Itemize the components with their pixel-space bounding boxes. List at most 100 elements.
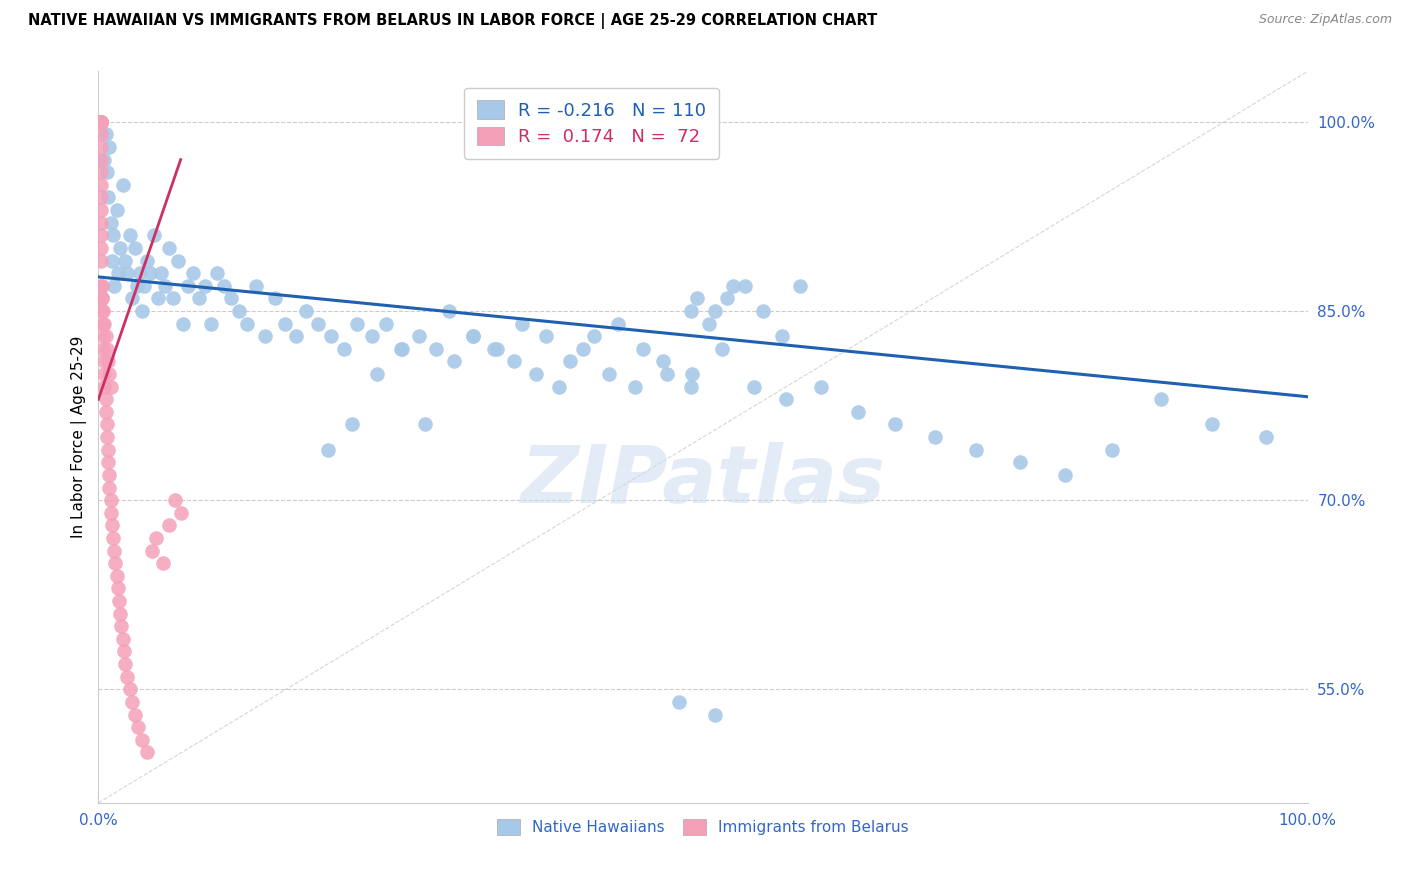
- Point: [105, 203, 128, 218]
- Point: [91, 291, 114, 305]
- Point: [104, 556, 127, 570]
- Point: [1150, 392, 1173, 407]
- Point: [90, 115, 112, 129]
- Point: [111, 178, 134, 192]
- Point: [108, 241, 131, 255]
- Point: [697, 317, 720, 331]
- Point: [131, 304, 153, 318]
- Point: [93, 317, 115, 331]
- Point: [107, 266, 129, 280]
- Point: [264, 291, 287, 305]
- Point: [117, 670, 139, 684]
- Point: [93, 367, 115, 381]
- Point: [96, 165, 118, 179]
- Point: [90, 165, 112, 179]
- Point: [145, 531, 167, 545]
- Point: [443, 354, 465, 368]
- Point: [127, 720, 149, 734]
- Point: [91, 304, 114, 318]
- Point: [655, 367, 678, 381]
- Point: [177, 278, 200, 293]
- Point: [97, 455, 120, 469]
- Point: [97, 354, 120, 368]
- Point: [108, 607, 131, 621]
- Point: [100, 506, 122, 520]
- Point: [90, 115, 112, 129]
- Point: [1256, 430, 1278, 444]
- Point: [93, 354, 115, 368]
- Point: [90, 140, 112, 154]
- Point: [107, 582, 129, 596]
- Point: [391, 342, 413, 356]
- Point: [686, 291, 709, 305]
- Point: [90, 253, 112, 268]
- Point: [100, 379, 122, 393]
- Point: [157, 518, 180, 533]
- Point: [91, 278, 114, 293]
- Point: [534, 329, 557, 343]
- Point: [924, 430, 946, 444]
- Point: [114, 657, 136, 671]
- Point: [100, 493, 122, 508]
- Point: [90, 115, 112, 129]
- Point: [1008, 455, 1031, 469]
- Point: [668, 695, 690, 709]
- Point: [810, 379, 832, 393]
- Point: [118, 682, 141, 697]
- Point: [139, 266, 162, 280]
- Point: [194, 278, 217, 293]
- Point: [101, 531, 124, 545]
- Point: [128, 266, 150, 280]
- Point: [254, 329, 277, 343]
- Point: [93, 153, 115, 167]
- Point: [124, 241, 146, 255]
- Text: Source: ZipAtlas.com: Source: ZipAtlas.com: [1258, 13, 1392, 27]
- Point: [96, 342, 118, 356]
- Legend: Native Hawaiians, Immigrants from Belarus: Native Hawaiians, Immigrants from Belaru…: [489, 812, 917, 843]
- Point: [134, 278, 156, 293]
- Point: [97, 190, 120, 204]
- Point: [524, 367, 547, 381]
- Point: [408, 329, 430, 343]
- Point: [100, 216, 122, 230]
- Point: [169, 506, 191, 520]
- Point: [1053, 467, 1076, 482]
- Point: [101, 228, 124, 243]
- Point: [486, 342, 509, 356]
- Point: [90, 153, 112, 167]
- Point: [127, 278, 149, 293]
- Point: [652, 354, 675, 368]
- Point: [789, 278, 811, 293]
- Point: [131, 732, 153, 747]
- Point: [157, 241, 180, 255]
- Point: [94, 405, 117, 419]
- Point: [319, 329, 342, 343]
- Point: [181, 266, 204, 280]
- Point: [150, 266, 173, 280]
- Point: [607, 317, 630, 331]
- Point: [90, 203, 112, 218]
- Point: [704, 304, 727, 318]
- Point: [90, 241, 112, 255]
- Point: [205, 266, 228, 280]
- Point: [143, 228, 166, 243]
- Point: [711, 342, 734, 356]
- Point: [389, 342, 412, 356]
- Point: [723, 278, 745, 293]
- Point: [679, 379, 702, 393]
- Point: [167, 253, 190, 268]
- Point: [316, 442, 339, 457]
- Point: [273, 317, 295, 331]
- Point: [437, 304, 460, 318]
- Point: [775, 392, 797, 407]
- Point: [884, 417, 907, 432]
- Point: [295, 304, 318, 318]
- Point: [91, 329, 114, 343]
- Point: [90, 216, 112, 230]
- Point: [624, 379, 647, 393]
- Point: [90, 190, 112, 204]
- Point: [112, 644, 135, 658]
- Point: [90, 228, 112, 243]
- Point: [162, 291, 184, 305]
- Point: [124, 707, 146, 722]
